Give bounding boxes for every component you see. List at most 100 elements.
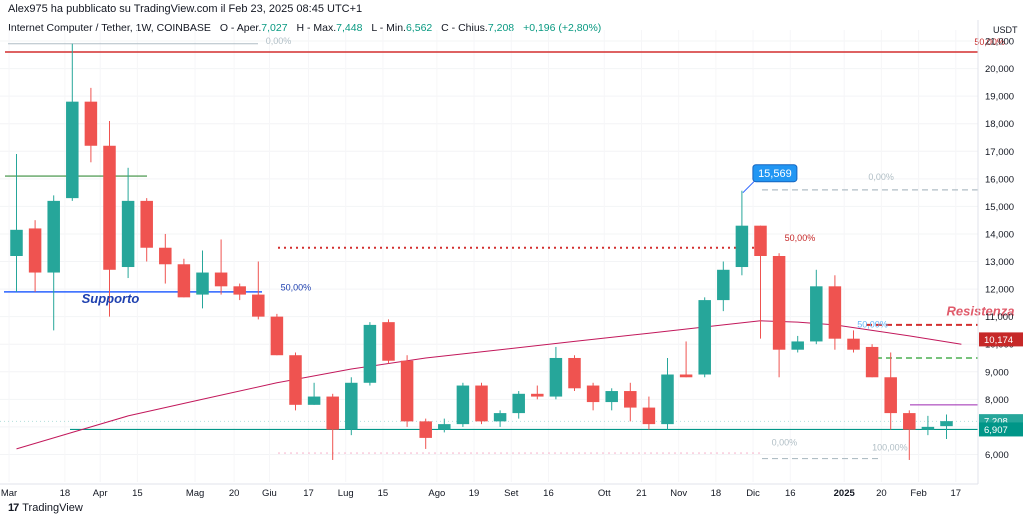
candle[interactable] (419, 421, 432, 438)
y-tick-label: 12,000 (985, 285, 1014, 296)
x-tick-label: 17 (951, 488, 962, 499)
candle[interactable] (270, 316, 284, 356)
price-tag-label: 6,907 (984, 425, 1008, 436)
annotation-label: 0,00% (266, 36, 292, 46)
high-label: H - Max. (296, 22, 337, 34)
annotation-label: 0,00% (868, 172, 894, 182)
candle[interactable] (363, 324, 377, 383)
candle[interactable] (345, 382, 358, 430)
tradingview-logo[interactable]: 17 TradingView (8, 502, 83, 514)
candle[interactable] (921, 426, 935, 430)
y-tick-label: 9,000 (985, 367, 1009, 378)
close-label: C - Chius. (441, 22, 488, 34)
annotation-label: 50,00% (281, 282, 312, 292)
x-tick-label: Set (504, 488, 519, 499)
y-tick-label: 11,000 (985, 312, 1013, 323)
candle[interactable] (717, 269, 730, 301)
candle[interactable] (512, 393, 525, 414)
high-value: 7,448 (336, 22, 363, 34)
x-tick-label: 15 (132, 488, 143, 499)
candle[interactable] (28, 228, 42, 273)
candle[interactable] (214, 272, 228, 287)
candle[interactable] (810, 286, 823, 342)
candle[interactable] (624, 391, 637, 408)
candle[interactable] (103, 145, 116, 270)
candle[interactable] (698, 300, 711, 375)
candle[interactable] (531, 393, 544, 397)
candle[interactable] (568, 357, 581, 389)
candle[interactable] (456, 385, 470, 425)
price-tag (979, 422, 1023, 437)
x-tick-label: Mag (186, 488, 204, 499)
candle[interactable] (438, 424, 451, 430)
tradingview-brand: TradingView (22, 502, 83, 514)
candle[interactable] (884, 377, 897, 414)
candle[interactable] (121, 200, 135, 268)
candle[interactable] (605, 391, 618, 403)
candle[interactable] (10, 229, 23, 256)
candle[interactable] (307, 396, 321, 405)
candle[interactable] (252, 294, 265, 317)
annotation-label: Supporto (82, 291, 140, 306)
candle[interactable] (159, 247, 172, 265)
candle[interactable] (549, 357, 563, 397)
candle[interactable] (84, 101, 98, 146)
candle[interactable] (400, 360, 414, 422)
candle[interactable] (47, 200, 60, 273)
y-tick-label: 8,000 (985, 395, 1009, 406)
candle[interactable] (642, 407, 656, 425)
symbol-legend: Internet Computer / Tether, 1W, COINBASE… (8, 22, 601, 34)
currency-label: USDT (993, 25, 1018, 35)
candle[interactable] (177, 264, 191, 298)
x-tick-label: 19 (469, 488, 480, 499)
annotation-label: 100,00% (872, 442, 908, 452)
x-tick-label: Mar (1, 488, 17, 499)
candle[interactable] (326, 396, 339, 430)
low-value: 6,562 (405, 22, 433, 34)
candle[interactable] (233, 286, 246, 295)
candle[interactable] (754, 225, 767, 256)
x-tick-label: 16 (543, 488, 554, 499)
x-tick-label: Nov (670, 488, 687, 499)
candle[interactable] (661, 374, 674, 425)
candle[interactable] (828, 286, 842, 339)
change-value: +0,196 (+2,80%) (523, 22, 602, 34)
candle[interactable] (847, 338, 860, 350)
candle[interactable] (940, 421, 953, 427)
candle[interactable] (735, 225, 749, 268)
annotation-label: 50,00% (974, 37, 1005, 47)
x-tick-label: Ott (598, 488, 611, 499)
x-tick-label: Ago (428, 488, 445, 499)
candle[interactable] (493, 413, 507, 422)
price-tag (979, 332, 1023, 347)
candle[interactable] (140, 200, 153, 248)
candle[interactable] (475, 385, 488, 422)
symbol-name[interactable]: Internet Computer / Tether, 1W, COINBASE (8, 22, 211, 34)
candle[interactable] (382, 322, 395, 361)
price-tag-label: 10,174 (984, 335, 1013, 346)
callout-value: 15,569 (758, 168, 792, 180)
y-tick-label: 20,000 (985, 64, 1014, 75)
candle[interactable] (679, 374, 693, 378)
x-tick-label: 16 (785, 488, 796, 499)
candle[interactable] (903, 413, 916, 430)
callout-box[interactable] (752, 164, 798, 183)
y-tick-label: 15,000 (985, 202, 1014, 213)
moving-average-line[interactable] (16, 320, 962, 450)
candle[interactable] (791, 341, 804, 350)
close-value: 7,208 (487, 22, 515, 34)
y-tick-label: 21,000 (985, 37, 1014, 48)
x-tick-label: 2025 (834, 488, 856, 499)
x-tick-label: 20 (229, 488, 240, 499)
candle[interactable] (66, 101, 79, 199)
y-tick-label: 14,000 (985, 229, 1014, 240)
candle[interactable] (289, 355, 302, 405)
candle[interactable] (772, 256, 786, 350)
candle[interactable] (196, 272, 209, 295)
tradingview-mark-icon: 17 (8, 502, 19, 514)
candle[interactable] (586, 385, 600, 403)
x-tick-label: 18 (60, 488, 71, 499)
candle[interactable] (865, 346, 879, 378)
open-value: 7,027 (261, 22, 288, 34)
